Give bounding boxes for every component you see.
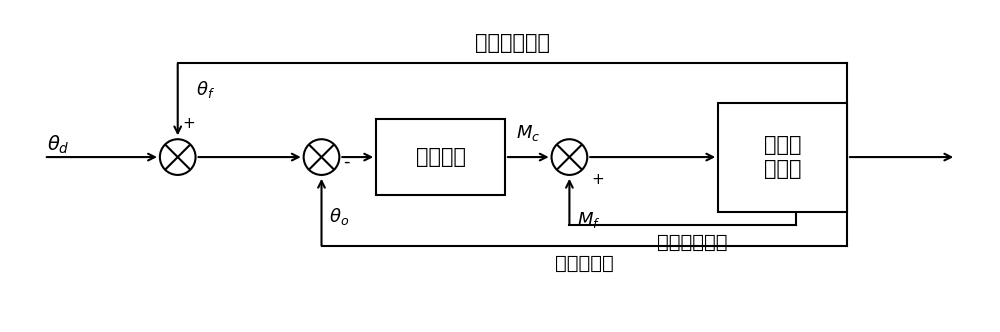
Text: $\theta_o$: $\theta_o$ <box>329 206 350 227</box>
Text: 四旋翼
无人机: 四旋翼 无人机 <box>764 135 801 179</box>
Text: $\theta_d$: $\theta_d$ <box>47 134 70 156</box>
Bar <box>376 120 505 195</box>
Text: 角加速度反馈: 角加速度反馈 <box>657 232 728 251</box>
Text: $M_c$: $M_c$ <box>516 123 540 143</box>
Text: 线加速度反馈: 线加速度反馈 <box>475 33 550 53</box>
Text: +: + <box>591 172 604 187</box>
Bar <box>718 103 847 211</box>
Text: +: + <box>183 116 195 131</box>
Text: $\theta_f$: $\theta_f$ <box>196 79 215 100</box>
Text: -: - <box>343 153 350 171</box>
Text: $M_f$: $M_f$ <box>577 209 601 229</box>
Text: 滑模控制: 滑模控制 <box>416 147 466 167</box>
Text: 测量值反馈: 测量值反馈 <box>555 254 614 273</box>
